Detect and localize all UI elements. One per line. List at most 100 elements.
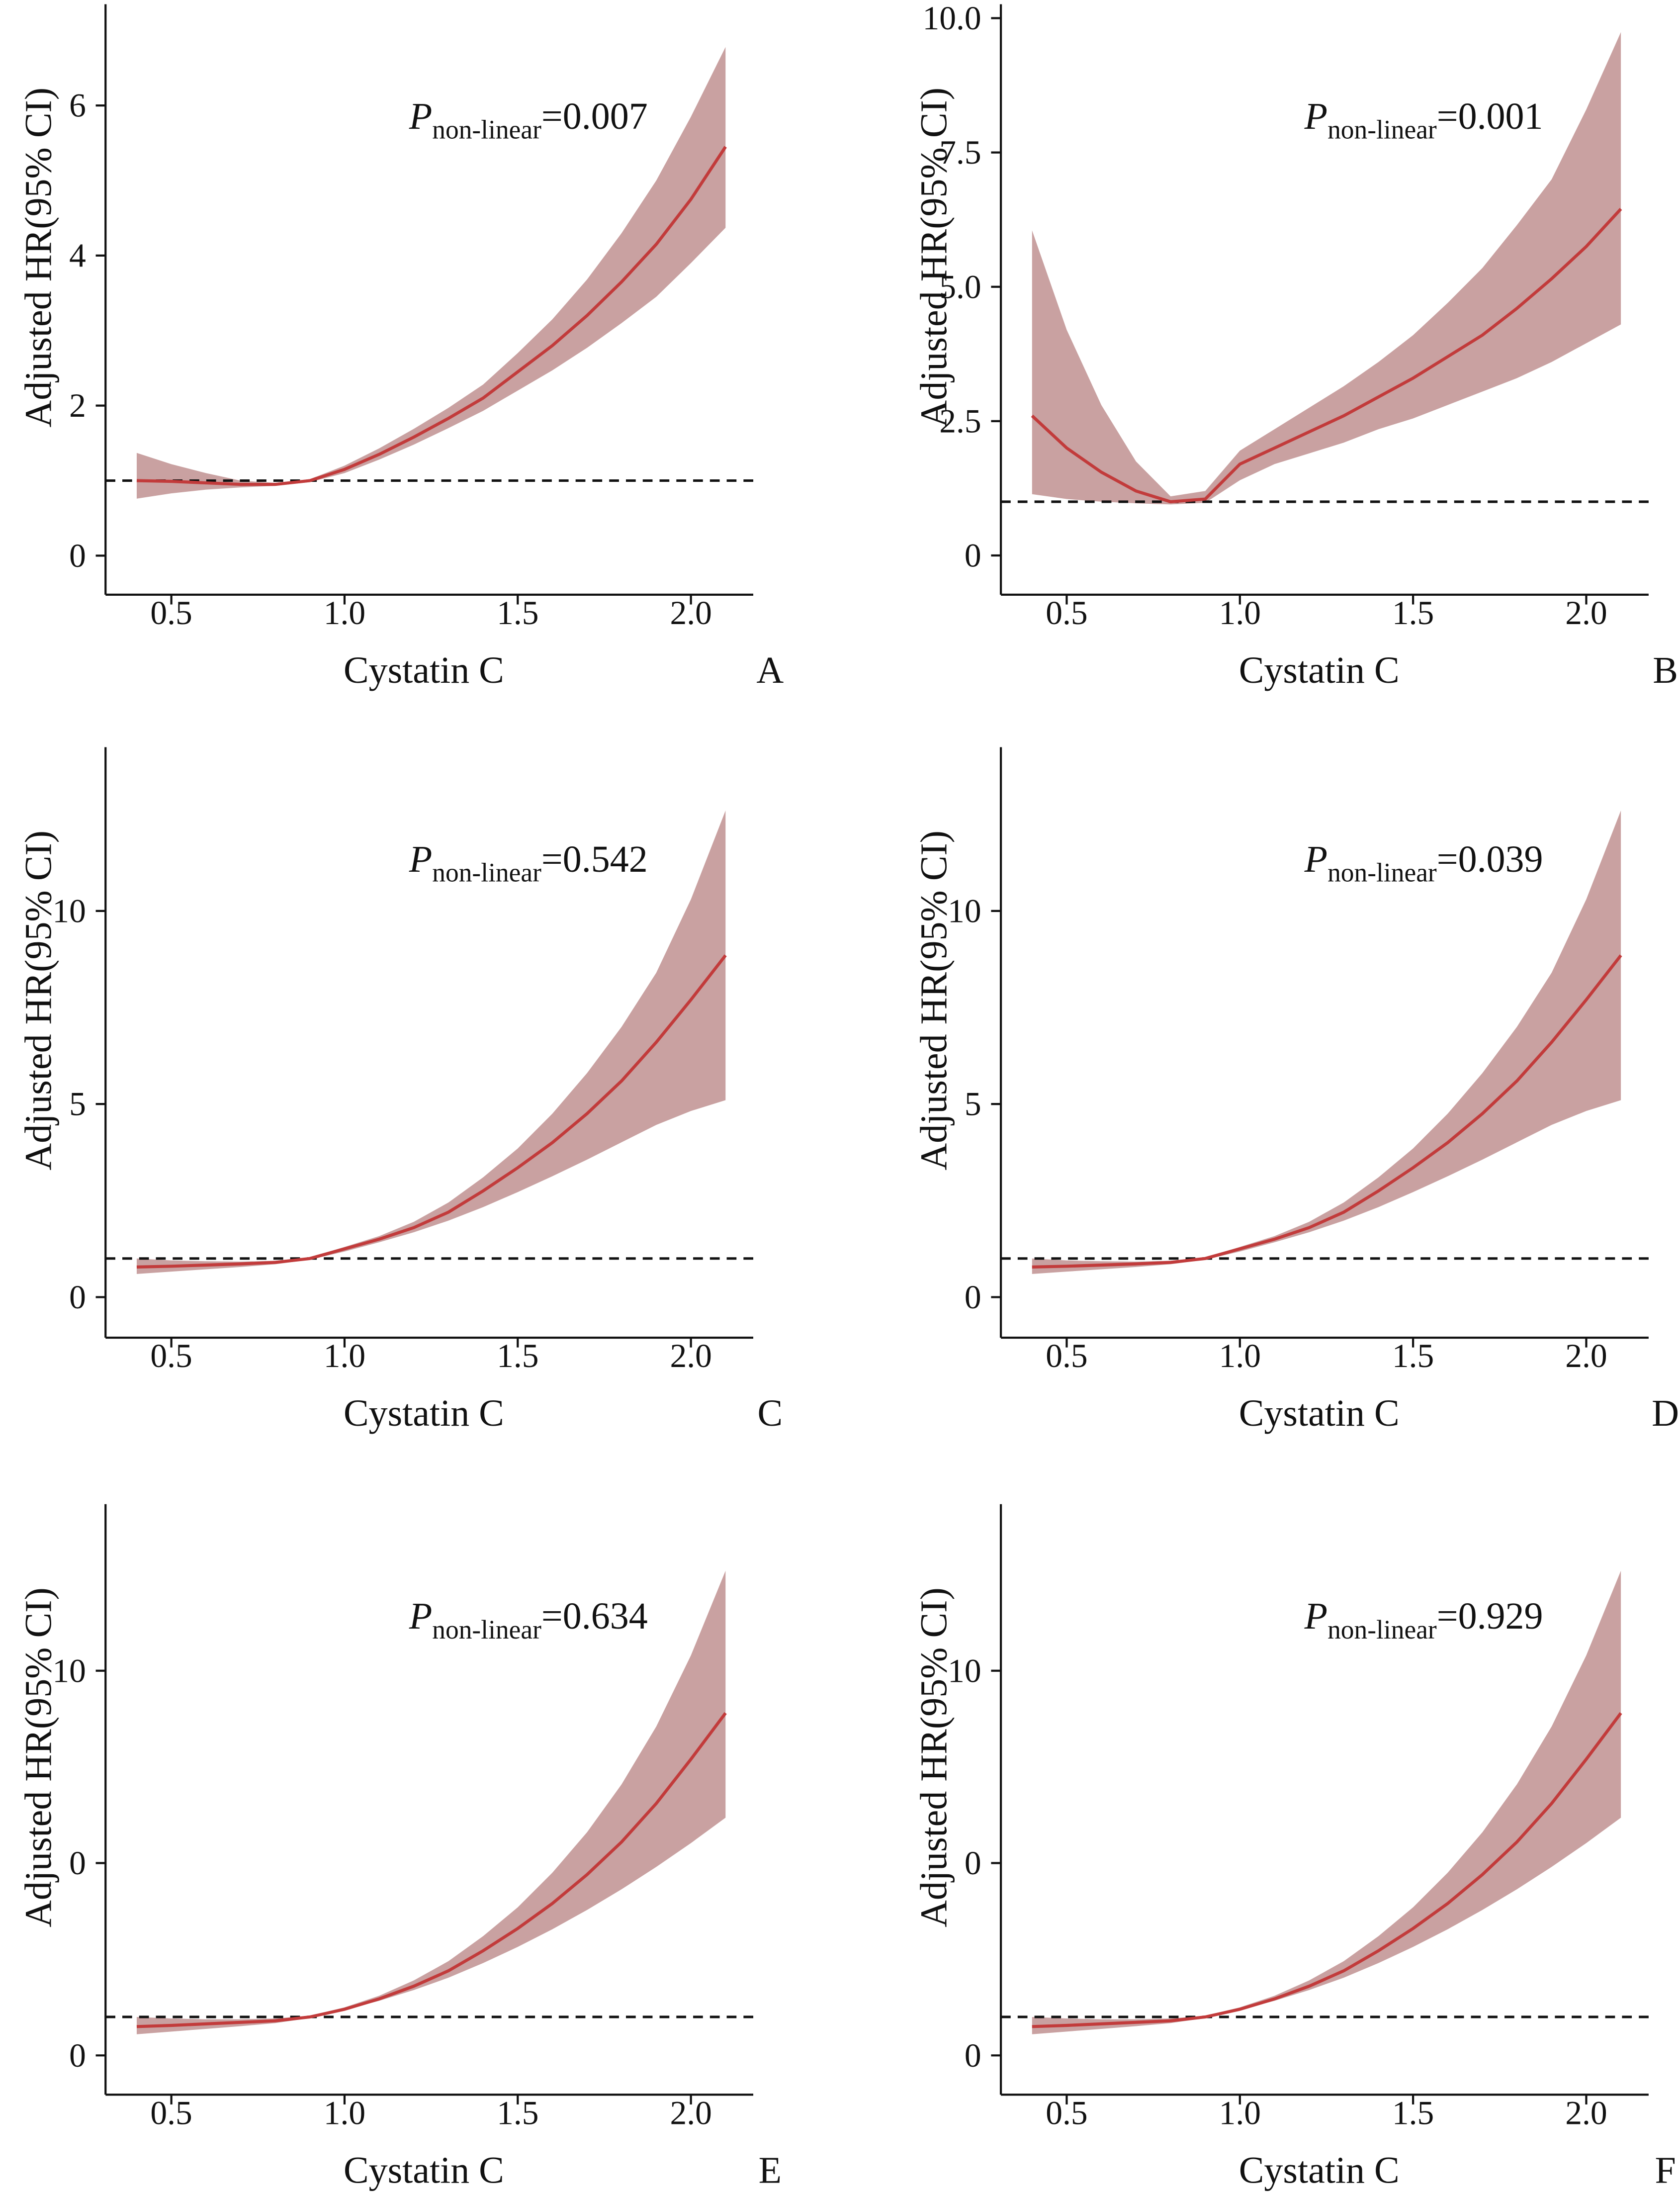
x-tick-label: 2.0 [1565,2094,1607,2131]
panel: 0 5 10 0.5 1.0 1.5 2.0 Cystatin C Adjusted HR(95… [18,747,783,1434]
panel: 0 0 10 0.5 1.0 1.5 2.0 Cystatin C Adjusted HR(95… [913,1504,1676,2191]
x-axis-label: Cystatin C [344,1392,504,1434]
ci-band [1032,1570,1621,2034]
y-tick-label: 10 [52,892,86,929]
panel: 0 0 10 0.5 1.0 1.5 2.0 Cystatin C Adjusted HR(95… [18,1504,782,2191]
x-tick-label: 1.0 [324,1337,365,1374]
ci-band [1032,810,1621,1274]
y-tick-label: 0 [69,2037,86,2074]
p-symbol: P [409,1595,432,1637]
panel-label: D [1652,1392,1679,1434]
p-subscript: non-linear [1327,1615,1437,1645]
panel-label: A [756,649,784,691]
y-tick-label: 10 [948,1652,981,1689]
p-annotation: Pnon-linear=0.634 [409,1595,648,1645]
x-tick-label: 2.0 [670,1337,711,1374]
p-value: =0.001 [1437,95,1543,137]
x-tick-label: 2.0 [670,594,711,632]
y-tick-label: 0 [965,1844,981,1882]
y-axis-label: Adjusted HR(95% CI) [913,88,955,428]
x-axis-label: Cystatin C [344,649,504,691]
hr-line [136,954,727,1269]
p-subscript: non-linear [1327,858,1437,888]
x-tick-label: 1.5 [497,594,538,632]
x-tick-label: 2.0 [1565,1337,1607,1374]
y-tick-label: 7.5 [939,134,981,171]
panel: 0 2 4 6 0.5 1.0 1.5 2.0 Cystatin C Adjusted HR(95… [18,4,784,691]
y-tick-label: 0 [69,537,86,574]
x-tick-label: 1.5 [497,1337,538,1374]
p-value: =0.929 [1437,1595,1543,1637]
p-symbol: P [1304,838,1327,880]
x-tick-label: 0.5 [150,594,192,632]
panel-label: F [1655,2149,1676,2191]
p-value: =0.634 [541,1595,648,1637]
p-annotation: Pnon-linear=0.929 [1304,1595,1543,1645]
ci-band [136,47,726,499]
ci-band [136,1570,726,2034]
y-axis-label: Adjusted HR(95% CI) [913,830,955,1171]
p-subscript: non-linear [432,858,541,888]
y-tick-label: 5 [965,1086,981,1123]
panel: 0 2.5 5.0 7.5 10.0 0.5 1.0 1.5 2.0 Cystatin C Adju… [913,0,1678,691]
x-tick-label: 1.0 [1219,594,1261,632]
x-tick-label: 1.5 [1392,2094,1434,2131]
p-symbol: P [1304,95,1327,137]
y-tick-label: 2.5 [939,402,981,440]
panel-label: E [759,2149,782,2191]
x-tick-label: 0.5 [1046,1337,1087,1374]
panel-label: B [1653,649,1678,691]
y-tick-label: 10 [52,1652,86,1689]
x-axis-label: Cystatin C [1239,2149,1400,2191]
p-annotation: Pnon-linear=0.007 [409,95,648,145]
y-tick-label: 0 [965,2037,981,2074]
x-tick-label: 0.5 [1046,2094,1087,2131]
hr-line [1032,1712,1622,2028]
x-tick-label: 0.5 [150,2094,192,2131]
p-value: =0.542 [541,838,648,880]
p-annotation: Pnon-linear=0.542 [409,838,648,888]
x-tick-label: 1.5 [1392,594,1434,632]
panel-label: C [757,1392,783,1434]
y-tick-label: 10.0 [923,0,981,37]
x-tick-label: 0.5 [1046,594,1087,632]
hr-line [1031,207,1622,504]
p-subscript: non-linear [432,1615,541,1645]
p-annotation: Pnon-linear=0.039 [1304,838,1543,888]
x-tick-label: 2.0 [1565,594,1607,632]
p-annotation: Pnon-linear=0.001 [1304,95,1543,145]
y-tick-label: 5 [69,1086,86,1123]
y-tick-label: 2 [69,387,86,424]
p-value: =0.007 [541,95,648,137]
x-tick-label: 1.5 [1392,1337,1434,1374]
p-symbol: P [1304,1595,1327,1637]
y-tick-label: 6 [69,87,86,124]
x-axis-label: Cystatin C [1239,649,1400,691]
x-tick-label: 1.0 [324,594,365,632]
hr-line [136,1712,727,2028]
x-tick-label: 2.0 [670,2094,711,2131]
x-tick-label: 1.0 [1219,2094,1261,2131]
y-tick-label: 10 [948,892,981,929]
x-axis-label: Cystatin C [1239,1392,1400,1434]
p-subscript: non-linear [432,115,541,145]
y-axis-label: Adjusted HR(95% CI) [18,830,60,1171]
y-axis-label: Adjusted HR(95% CI) [18,88,60,428]
hr-line [136,146,727,486]
y-tick-label: 0 [965,537,981,574]
y-axis-label: Adjusted HR(95% CI) [18,1587,60,1927]
p-symbol: P [409,838,432,880]
y-tick-label: 5.0 [939,268,981,305]
ci-band [1032,32,1621,505]
x-tick-label: 0.5 [150,1337,192,1374]
p-value: =0.039 [1437,838,1543,880]
y-axis-label: Adjusted HR(95% CI) [913,1587,955,1927]
p-subscript: non-linear [1327,115,1437,145]
y-tick-label: 4 [69,237,86,274]
p-symbol: P [409,95,432,137]
hr-line [1032,954,1622,1269]
y-tick-label: 0 [965,1279,981,1316]
x-tick-label: 1.0 [1219,1337,1261,1374]
x-axis-label: Cystatin C [344,2149,504,2191]
